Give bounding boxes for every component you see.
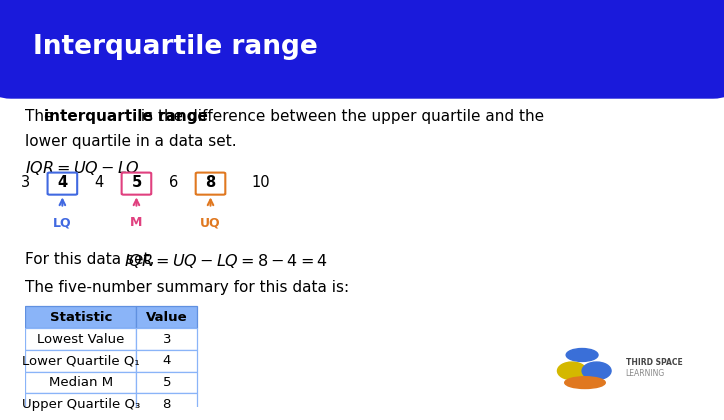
Bar [136, 415, 197, 420]
Text: For this data set,: For this data set, [25, 252, 159, 267]
Text: interquartile range: interquartile range [44, 109, 208, 124]
Text: The five-number summary for this data is:: The five-number summary for this data is… [25, 280, 350, 295]
Bar [11, 76, 713, 92]
FancyBboxPatch shape [122, 173, 151, 194]
Text: LEARNING: LEARNING [626, 369, 665, 378]
Text: Upper Quartile Q₃: Upper Quartile Q₃ [22, 398, 140, 411]
Text: 5: 5 [131, 175, 142, 189]
Text: 3: 3 [162, 333, 171, 346]
Bar [136, 394, 197, 415]
Ellipse shape [557, 362, 586, 380]
Text: 8: 8 [163, 398, 171, 411]
FancyBboxPatch shape [48, 173, 77, 194]
Circle shape [566, 349, 598, 362]
Text: 4: 4 [95, 175, 104, 189]
Text: 4: 4 [163, 354, 171, 367]
Bar [136, 328, 197, 350]
Text: 4: 4 [57, 175, 67, 189]
Text: 8: 8 [206, 175, 216, 189]
Text: The ​interquartile range: The ​interquartile range [25, 109, 203, 124]
Text: is the difference between the upper quartile and the: is the difference between the upper quar… [136, 109, 544, 124]
Bar [25, 307, 136, 328]
Text: LQ: LQ [53, 216, 72, 229]
Text: The: The [25, 109, 59, 124]
FancyBboxPatch shape [0, 0, 724, 99]
Text: 5: 5 [162, 376, 171, 389]
Text: Interquartile range: Interquartile range [33, 34, 317, 60]
Bar [25, 394, 136, 415]
FancyBboxPatch shape [195, 173, 225, 194]
Text: 3: 3 [21, 175, 30, 189]
Bar [25, 328, 136, 350]
Ellipse shape [565, 377, 605, 388]
Bar [136, 372, 197, 394]
Text: lower quartile in a data set.: lower quartile in a data set. [25, 134, 237, 149]
Bar [25, 415, 136, 420]
Text: $IQR = UQ - LQ = 8 - 4 = 4$: $IQR = UQ - LQ = 8 - 4 = 4$ [125, 252, 328, 270]
Text: Statistic: Statistic [50, 311, 112, 324]
Bar [25, 350, 136, 372]
Text: Lower Quartile Q₁: Lower Quartile Q₁ [22, 354, 140, 367]
Ellipse shape [582, 362, 611, 380]
Text: $IQR = UQ - LQ$: $IQR = UQ - LQ$ [25, 159, 140, 177]
Text: Value: Value [146, 311, 188, 324]
Text: Median M: Median M [49, 376, 113, 389]
Text: 6: 6 [169, 175, 178, 189]
Text: UQ: UQ [201, 216, 221, 229]
Bar [136, 307, 197, 328]
Text: M: M [130, 216, 143, 229]
Text: 10: 10 [252, 175, 270, 189]
Text: Lowest Value: Lowest Value [37, 333, 125, 346]
Text: THIRD SPACE: THIRD SPACE [626, 357, 682, 367]
Bar [25, 372, 136, 394]
Bar [136, 350, 197, 372]
